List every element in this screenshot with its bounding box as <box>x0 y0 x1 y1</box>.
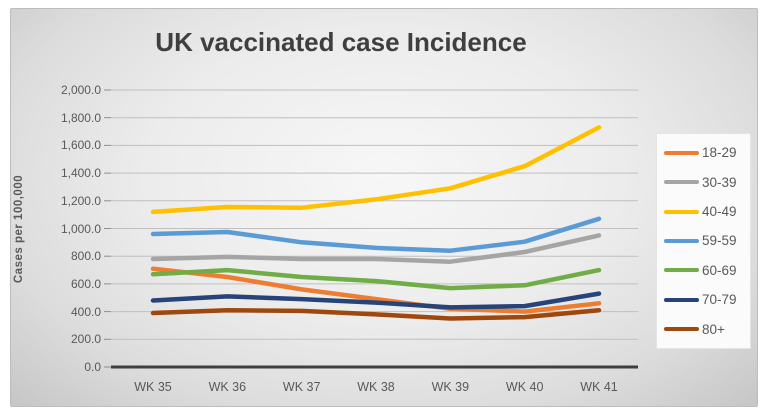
legend-swatch-icon <box>664 268 699 273</box>
y-tick-label: 0.0 <box>84 360 101 374</box>
legend-swatch-icon <box>664 327 699 332</box>
y-tick-label: 1,400.0 <box>60 166 101 181</box>
legend-label: 40-49 <box>702 204 737 220</box>
legend-item-59-59: 59-59 <box>664 233 750 248</box>
series-line-18-29 <box>150 266 602 314</box>
y-tick-label: 400.0 <box>70 304 101 319</box>
legend-item-40-49: 40-49 <box>664 204 750 219</box>
legend-item-70-79: 70-79 <box>664 292 750 307</box>
legend-label: 70-79 <box>702 292 737 308</box>
legend-label: 59-59 <box>702 233 737 249</box>
legend-item-30-39: 30-39 <box>664 175 750 190</box>
series-line-40-49 <box>150 125 602 215</box>
legend-label: 30-39 <box>702 174 737 190</box>
y-tick-label: 600.0 <box>70 276 101 291</box>
x-tick-label: WK 37 <box>282 380 321 394</box>
legend-label: 60-69 <box>702 262 737 278</box>
series-line-30-39 <box>150 233 602 264</box>
legend-swatch-icon <box>664 297 699 302</box>
chart-title: UK vaccinated case Incidence <box>155 27 527 57</box>
x-tick-label: WK 41 <box>580 380 618 394</box>
legend-swatch-icon <box>664 238 699 243</box>
x-tick-label: WK 38 <box>357 380 395 394</box>
legend-swatch-icon <box>664 150 699 155</box>
x-tick-label: WK 36 <box>208 380 247 394</box>
series-line-70-79 <box>150 291 602 310</box>
plot-svg <box>104 89 638 369</box>
x-tick-label: WK 40 <box>505 380 544 394</box>
series-line-59-59 <box>150 216 602 253</box>
legend-item-18-29: 18-29 <box>664 145 750 160</box>
legend: 18-29 30-39 40-49 59-59 60-69 70-79 80+ <box>656 133 751 349</box>
series-line-60-69 <box>150 267 602 291</box>
series-line-80+ <box>150 307 602 321</box>
x-tick-label: WK 39 <box>431 380 470 394</box>
legend-swatch-icon <box>664 180 699 185</box>
y-tick-label: 2,000.0 <box>60 83 101 97</box>
y-tick-label: 1,000.0 <box>60 221 101 236</box>
x-tick-label: WK 35 <box>134 380 172 394</box>
y-tick-label: 200.0 <box>70 332 101 347</box>
y-tick-label: 800.0 <box>70 249 101 264</box>
legend-item-60-69: 60-69 <box>664 263 750 278</box>
y-tick-label: 1,600.0 <box>60 138 101 153</box>
legend-item-80+: 80+ <box>664 322 750 337</box>
legend-label: 18-29 <box>702 145 737 161</box>
legend-swatch-icon <box>664 209 699 214</box>
y-tick-label: 1,800.0 <box>60 110 101 125</box>
y-tick-label: 1,200.0 <box>60 193 101 208</box>
chart-frame: UK vaccinated case Incidence Cases per 1… <box>10 8 758 407</box>
legend-label: 80+ <box>702 321 725 337</box>
